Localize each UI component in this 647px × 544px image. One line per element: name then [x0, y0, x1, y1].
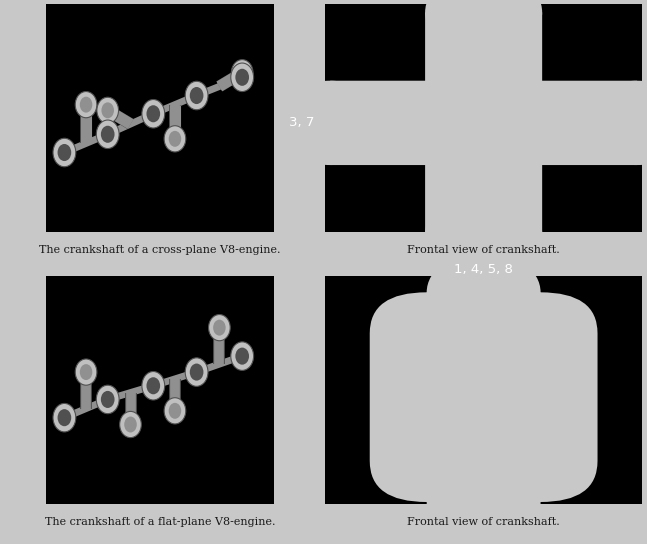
Text: 3, 7: 3, 7 — [289, 116, 314, 129]
Ellipse shape — [425, 191, 542, 276]
Ellipse shape — [425, 0, 542, 54]
Ellipse shape — [101, 391, 115, 408]
Ellipse shape — [272, 81, 389, 165]
Ellipse shape — [58, 144, 71, 161]
Ellipse shape — [101, 126, 115, 143]
Ellipse shape — [80, 364, 93, 380]
Text: The crankshaft of a cross-plane V8-engine.: The crankshaft of a cross-plane V8-engin… — [39, 245, 281, 255]
Ellipse shape — [236, 69, 249, 86]
Ellipse shape — [164, 126, 186, 152]
Ellipse shape — [231, 342, 254, 370]
FancyBboxPatch shape — [425, 13, 542, 233]
Ellipse shape — [146, 105, 160, 122]
Ellipse shape — [236, 348, 249, 364]
Ellipse shape — [58, 409, 71, 426]
FancyBboxPatch shape — [426, 292, 541, 502]
Ellipse shape — [231, 63, 254, 91]
Ellipse shape — [146, 377, 160, 394]
Ellipse shape — [213, 320, 226, 336]
Ellipse shape — [426, 251, 541, 333]
Text: 4, 8: 4, 8 — [471, 245, 496, 258]
Text: Frontal view of crankshaft.: Frontal view of crankshaft. — [407, 245, 560, 255]
Ellipse shape — [75, 91, 97, 118]
Ellipse shape — [169, 403, 181, 419]
Ellipse shape — [75, 359, 97, 385]
Ellipse shape — [185, 81, 208, 110]
Ellipse shape — [236, 65, 248, 81]
Ellipse shape — [232, 60, 253, 86]
Ellipse shape — [97, 97, 118, 123]
Ellipse shape — [578, 81, 647, 165]
Text: The crankshaft of a flat-plane V8-engine.: The crankshaft of a flat-plane V8-engine… — [45, 517, 276, 527]
Ellipse shape — [53, 404, 76, 432]
FancyBboxPatch shape — [330, 81, 637, 165]
Ellipse shape — [53, 138, 76, 167]
Ellipse shape — [80, 97, 93, 113]
Ellipse shape — [96, 385, 119, 413]
Ellipse shape — [164, 398, 186, 424]
Text: 1, 4, 5, 8: 1, 4, 5, 8 — [454, 263, 513, 276]
FancyBboxPatch shape — [369, 292, 598, 502]
Ellipse shape — [185, 358, 208, 386]
Ellipse shape — [169, 131, 181, 147]
Ellipse shape — [426, 461, 541, 543]
Ellipse shape — [142, 372, 165, 400]
Text: 2, 3, 6, 7: 2, 3, 6, 7 — [454, 514, 513, 527]
Ellipse shape — [120, 411, 141, 437]
Ellipse shape — [124, 417, 137, 432]
Ellipse shape — [208, 314, 230, 341]
Ellipse shape — [102, 102, 114, 119]
Ellipse shape — [96, 120, 119, 149]
Ellipse shape — [190, 87, 203, 104]
Ellipse shape — [190, 363, 203, 381]
Text: Frontal view of crankshaft.: Frontal view of crankshaft. — [407, 517, 560, 527]
Ellipse shape — [142, 100, 165, 128]
